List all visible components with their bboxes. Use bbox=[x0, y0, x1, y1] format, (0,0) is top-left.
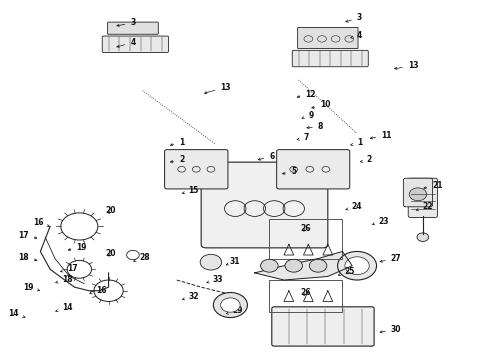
Text: 26: 26 bbox=[301, 224, 311, 233]
FancyBboxPatch shape bbox=[108, 22, 158, 34]
Text: 7: 7 bbox=[297, 132, 309, 141]
Text: 17: 17 bbox=[18, 231, 37, 240]
Text: 28: 28 bbox=[134, 253, 150, 262]
Text: 26: 26 bbox=[301, 288, 311, 297]
Text: 4: 4 bbox=[117, 38, 136, 48]
Text: 9: 9 bbox=[302, 111, 314, 120]
Circle shape bbox=[309, 259, 327, 272]
Text: 15: 15 bbox=[182, 185, 199, 194]
Text: 19: 19 bbox=[23, 283, 40, 292]
Text: 23: 23 bbox=[372, 217, 389, 226]
Text: 1: 1 bbox=[171, 138, 184, 147]
Text: 27: 27 bbox=[380, 254, 401, 263]
Circle shape bbox=[261, 259, 278, 272]
Text: 13: 13 bbox=[204, 83, 231, 94]
Polygon shape bbox=[255, 251, 352, 280]
FancyBboxPatch shape bbox=[277, 150, 350, 189]
Text: 20: 20 bbox=[106, 206, 116, 215]
Circle shape bbox=[285, 259, 302, 272]
Text: 33: 33 bbox=[207, 275, 223, 284]
Text: 17: 17 bbox=[61, 264, 77, 273]
Text: 8: 8 bbox=[307, 122, 323, 131]
Text: 24: 24 bbox=[346, 202, 362, 211]
Circle shape bbox=[409, 188, 427, 201]
FancyBboxPatch shape bbox=[408, 178, 438, 217]
Text: 5: 5 bbox=[283, 167, 296, 176]
Text: 16: 16 bbox=[33, 219, 49, 228]
Circle shape bbox=[220, 298, 240, 312]
Text: 14: 14 bbox=[56, 303, 73, 312]
Bar bbox=[270, 280, 343, 312]
FancyBboxPatch shape bbox=[102, 36, 169, 53]
Text: 25: 25 bbox=[338, 267, 355, 276]
Text: 10: 10 bbox=[312, 100, 331, 109]
Text: 19: 19 bbox=[68, 243, 87, 252]
Text: 2: 2 bbox=[361, 155, 372, 164]
Text: 21: 21 bbox=[424, 181, 442, 190]
Text: 3: 3 bbox=[346, 13, 362, 22]
Circle shape bbox=[338, 251, 376, 280]
Text: 32: 32 bbox=[182, 292, 199, 301]
Text: 11: 11 bbox=[370, 131, 392, 140]
Text: 18: 18 bbox=[18, 253, 37, 262]
Text: 4: 4 bbox=[351, 31, 362, 40]
Text: 16: 16 bbox=[90, 285, 106, 294]
Text: 3: 3 bbox=[117, 18, 136, 27]
FancyBboxPatch shape bbox=[292, 50, 368, 67]
Text: 31: 31 bbox=[226, 257, 241, 266]
Text: 30: 30 bbox=[380, 325, 401, 334]
Text: 18: 18 bbox=[56, 275, 73, 284]
Text: 20: 20 bbox=[106, 249, 116, 258]
FancyBboxPatch shape bbox=[297, 27, 358, 49]
Text: 13: 13 bbox=[394, 61, 418, 70]
Text: 6: 6 bbox=[258, 152, 274, 161]
Text: 2: 2 bbox=[171, 155, 184, 164]
Text: 14: 14 bbox=[8, 310, 25, 319]
Bar bbox=[270, 219, 343, 258]
Text: 1: 1 bbox=[351, 138, 362, 147]
FancyBboxPatch shape bbox=[201, 162, 328, 248]
Circle shape bbox=[200, 254, 221, 270]
FancyBboxPatch shape bbox=[272, 307, 374, 346]
Text: 12: 12 bbox=[297, 90, 316, 99]
Circle shape bbox=[213, 293, 247, 318]
Text: 22: 22 bbox=[416, 202, 433, 211]
FancyBboxPatch shape bbox=[403, 178, 433, 207]
FancyBboxPatch shape bbox=[165, 150, 228, 189]
Circle shape bbox=[345, 257, 369, 275]
Circle shape bbox=[417, 233, 429, 242]
Text: 29: 29 bbox=[226, 306, 243, 315]
